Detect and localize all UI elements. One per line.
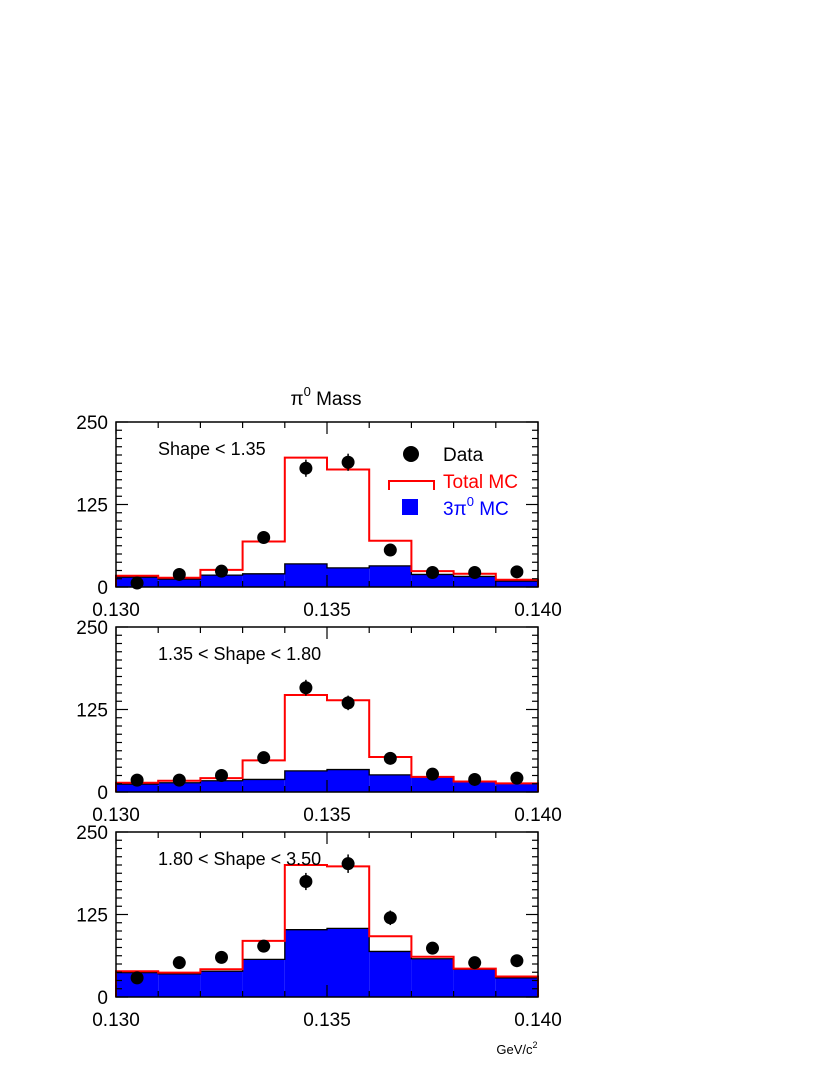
- x-tick-label: 0.140: [514, 805, 562, 826]
- y-tick-label: 0: [97, 783, 108, 804]
- data-point: [215, 769, 228, 782]
- bkg-mc-bar: [411, 776, 454, 792]
- data-point: [215, 950, 228, 964]
- data-point: [215, 564, 228, 578]
- x-tick-label: 0.135: [303, 1010, 351, 1031]
- data-point: [130, 971, 144, 985]
- data-point: [468, 956, 482, 970]
- data-point: [257, 939, 271, 953]
- data-point: [299, 681, 313, 695]
- bkg-mc-bar: [453, 781, 496, 792]
- data-point: [426, 941, 439, 955]
- bkg-mc-bar: [369, 565, 412, 587]
- x-tick-label: 0.130: [92, 805, 140, 826]
- legend-total-label: Total MC: [443, 472, 518, 493]
- bkg-mc-bar: [453, 969, 496, 997]
- data-point: [510, 565, 524, 579]
- panel-annotation: Shape < 1.35: [158, 439, 266, 459]
- legend-bkg-label: 3π0 MC: [443, 494, 509, 520]
- data-point: [299, 461, 313, 475]
- bkg-mc-bar: [158, 579, 201, 587]
- data-point: [257, 751, 271, 765]
- x-axis-unit: GeV/c2: [496, 1040, 537, 1057]
- panel-1: 0 125 250 0.130 0.135 0.140 Shape < 1.35: [76, 413, 561, 621]
- bkg-mc-bar: [369, 951, 412, 997]
- data-point: [299, 875, 313, 888]
- data-point: [257, 531, 271, 544]
- data-point: [130, 773, 144, 787]
- bkg-mc-bar: [200, 971, 243, 997]
- data-point: [510, 954, 524, 968]
- panel-2: 0 125 250 0.130 0.135 0.140 1.35 < Shape < 1.8…: [76, 618, 561, 826]
- bkg-mc-bar: [495, 783, 538, 792]
- bkg-mc-bar: [327, 928, 370, 997]
- data-point: [383, 751, 397, 765]
- bkg-mc-bar: [200, 575, 243, 587]
- data-point: [341, 455, 355, 469]
- bkg-mc-bar: [242, 959, 285, 997]
- bkg-mc-bar: [284, 563, 327, 587]
- bkg-mc-bar: [200, 780, 243, 792]
- bkg-mc-bar: [495, 977, 538, 997]
- bkg-mc-bar: [327, 769, 370, 792]
- panel-3: 0 125 250 0.130 0.135 0.140 1.80 < Shape < 3.5…: [76, 823, 561, 1031]
- x-tick-label: 0.140: [514, 600, 562, 621]
- y-tick-label: 250: [76, 823, 108, 844]
- data-point: [341, 696, 355, 710]
- x-tick-label: 0.130: [92, 600, 140, 621]
- bkg-mc-bar: [158, 782, 201, 792]
- x-tick-label: 0.140: [514, 1010, 562, 1031]
- x-tick-label: 0.135: [303, 600, 351, 621]
- y-tick-label: 250: [76, 413, 108, 434]
- data-point: [426, 565, 439, 579]
- bkg-mc-bar: [327, 567, 370, 587]
- legend-total-marker: [388, 480, 435, 490]
- bkg-mc-bar: [116, 784, 159, 792]
- y-tick-label: 250: [76, 618, 108, 639]
- bkg-mc-bar: [158, 973, 201, 997]
- y-tick-label: 125: [76, 496, 108, 517]
- data-point: [383, 543, 397, 557]
- data-point: [172, 567, 186, 581]
- y-tick-label: 125: [76, 906, 108, 927]
- x-tick-label: 0.130: [92, 1010, 140, 1031]
- y-tick-label: 0: [97, 988, 108, 1009]
- x-tick-label: 0.135: [303, 805, 351, 826]
- y-tick-label: 125: [76, 701, 108, 722]
- data-point: [341, 857, 355, 871]
- bkg-mc-bar: [495, 581, 538, 587]
- legend-bkg-marker: [402, 499, 418, 515]
- panel-annotation: 1.35 < Shape < 1.80: [158, 644, 321, 664]
- data-point: [383, 911, 397, 925]
- data-point: [172, 956, 186, 970]
- bkg-mc-bar: [242, 779, 285, 792]
- y-tick-label: 0: [97, 578, 108, 599]
- bkg-mc-bar: [284, 770, 327, 792]
- chart-title: π0 Mass: [290, 384, 361, 410]
- data-point: [468, 772, 482, 786]
- bkg-mc-bar: [284, 929, 327, 997]
- bkg-mc-bar: [411, 958, 454, 997]
- legend-data-label: Data: [443, 445, 484, 466]
- data-point: [468, 565, 482, 579]
- panel-annotation: 1.80 < Shape < 3.50: [158, 849, 321, 869]
- bkg-mc-bar: [369, 774, 412, 792]
- legend: Data Total MC 3π0 MC: [388, 445, 518, 520]
- bkg-mc-bar: [411, 574, 454, 587]
- bkg-mc-bar: [453, 576, 496, 587]
- data-point: [510, 771, 524, 785]
- bkg-mc-bar: [242, 573, 285, 587]
- legend-data-marker: [403, 446, 419, 462]
- data-point: [426, 767, 439, 781]
- data-point: [172, 773, 186, 787]
